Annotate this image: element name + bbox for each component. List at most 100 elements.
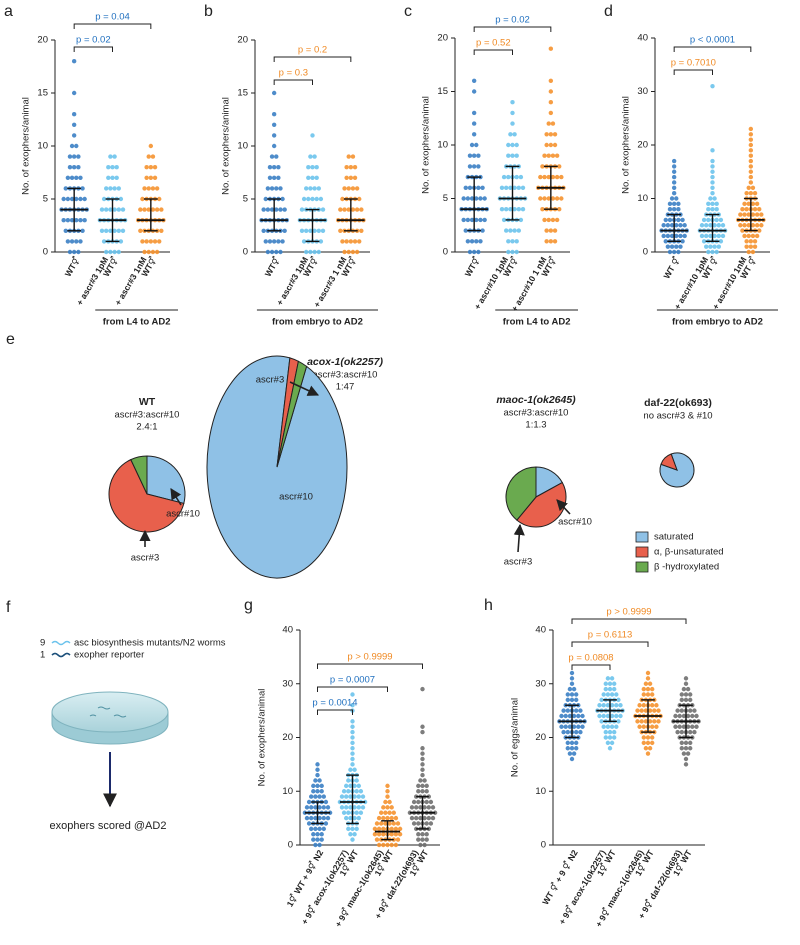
dot (304, 186, 309, 191)
dot (667, 217, 673, 223)
dot (67, 249, 73, 255)
dot-row (603, 735, 617, 740)
dot (302, 810, 308, 815)
dot (550, 153, 556, 158)
dot (542, 217, 547, 223)
dot (271, 112, 277, 117)
dot-row (510, 100, 515, 105)
dot (614, 692, 619, 697)
dot (567, 686, 573, 692)
dot (542, 196, 547, 201)
dot (63, 228, 68, 233)
dot (142, 186, 147, 191)
y-axis-label: No. of exophers/animal (421, 96, 432, 194)
worm-icon (51, 640, 71, 646)
dot-row (306, 175, 319, 180)
dot (645, 686, 651, 692)
dot (683, 676, 689, 681)
dot (422, 778, 427, 783)
y-tick-label: 20 (282, 732, 293, 743)
dot (565, 740, 570, 746)
dot (104, 186, 109, 191)
dot (321, 826, 326, 832)
dot (748, 169, 754, 174)
dot (414, 815, 419, 821)
dot (385, 789, 390, 794)
dot (708, 244, 713, 249)
dot-row (350, 703, 355, 708)
dot (420, 789, 425, 794)
dot (676, 217, 681, 223)
pie-subtitle: no ascr#3 & #10 (643, 411, 712, 422)
dot (346, 154, 351, 159)
dot (542, 153, 547, 158)
dot (282, 228, 287, 233)
dot (422, 815, 427, 821)
dot (685, 713, 691, 719)
dot (679, 708, 684, 713)
dot (571, 713, 577, 719)
dot (374, 837, 380, 842)
dot (578, 729, 583, 735)
y-tick-label: 15 (37, 88, 48, 99)
dot (101, 196, 107, 202)
dot (671, 164, 677, 169)
dot (304, 249, 309, 255)
dot (508, 207, 513, 212)
significance-bracket (571, 618, 687, 624)
dot (306, 165, 311, 170)
y-tick-label: 10 (437, 140, 448, 151)
dot-row (506, 249, 519, 255)
dot (418, 805, 423, 810)
dot (690, 713, 695, 719)
dot (512, 228, 517, 233)
dot (650, 735, 655, 740)
dot (718, 239, 724, 244)
dot (752, 244, 758, 249)
dot (116, 249, 122, 255)
dot (118, 239, 124, 244)
dot (759, 223, 764, 228)
dot (685, 751, 691, 756)
dot (310, 133, 315, 138)
dot (69, 143, 75, 149)
dot-row (565, 740, 579, 746)
dot (671, 180, 677, 185)
pie-annotation: ascr#3 (504, 557, 533, 568)
dot (381, 815, 386, 821)
dot (688, 746, 693, 751)
dot (609, 676, 615, 681)
dot (616, 697, 621, 703)
dot-row (61, 196, 87, 202)
y-tick-label: 5 (243, 194, 248, 205)
dot (688, 729, 693, 735)
dot-row (269, 154, 279, 159)
dot (154, 207, 160, 212)
dot (609, 740, 615, 746)
dot (271, 165, 277, 170)
dot (597, 703, 602, 708)
dot (471, 89, 477, 94)
dot (663, 239, 668, 244)
dot-row (267, 175, 281, 180)
p-value: p = 0.0808 (568, 653, 613, 664)
pie-slice (660, 453, 678, 471)
dot (393, 832, 399, 837)
dot (656, 708, 661, 713)
dot (387, 821, 392, 826)
dot (463, 228, 468, 233)
dot-row (544, 132, 558, 137)
dot-row (304, 186, 321, 191)
dot (710, 180, 715, 185)
dot-row (311, 832, 324, 837)
dot (601, 713, 606, 719)
dot (387, 799, 392, 805)
dot (692, 729, 697, 735)
dot (278, 207, 283, 212)
dot-row (420, 686, 425, 692)
dot-row (346, 826, 359, 832)
dot (313, 805, 318, 810)
dot (352, 165, 358, 170)
dot (385, 805, 390, 810)
dot (360, 794, 366, 799)
